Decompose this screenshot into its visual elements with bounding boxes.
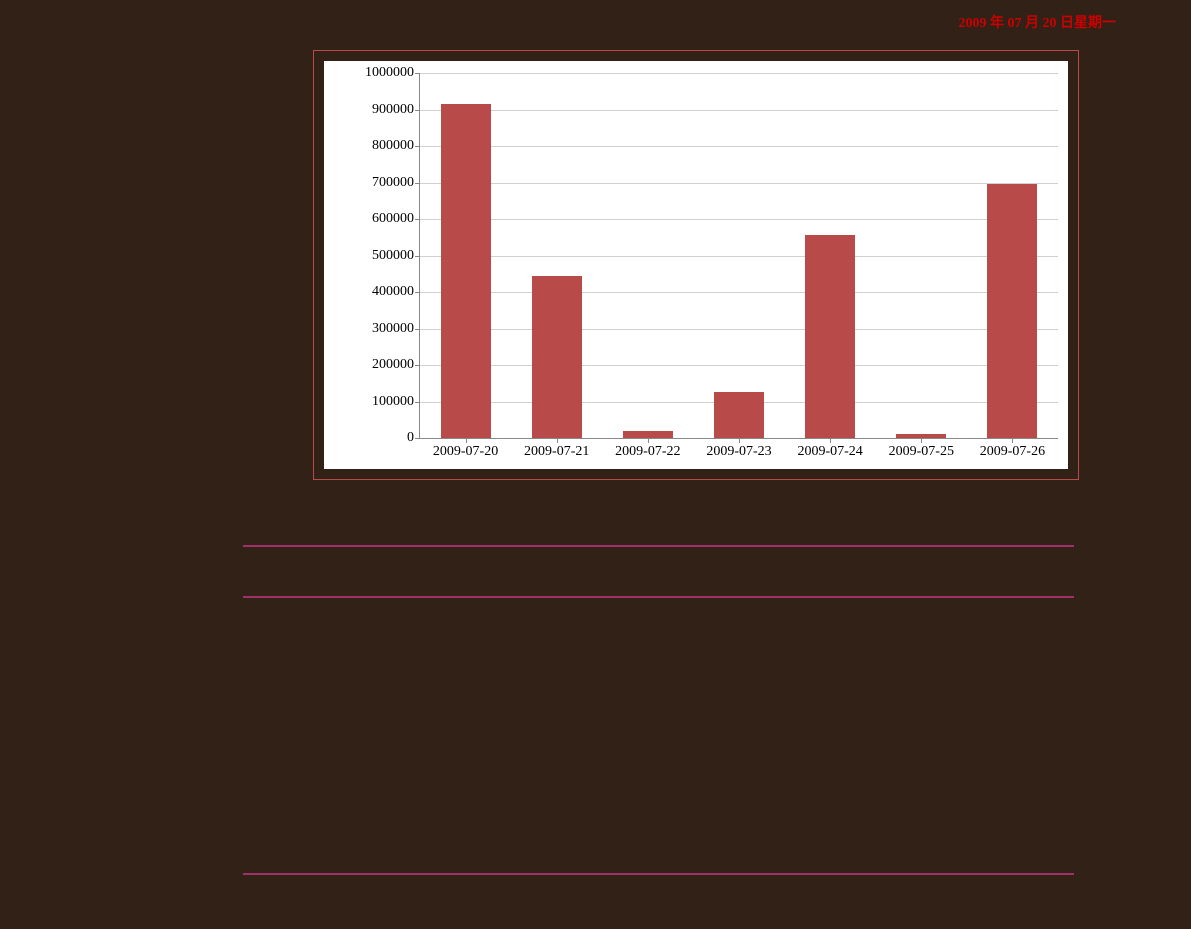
x-tick-label: 2009-07-20 [433, 444, 498, 460]
divider-line-1 [243, 545, 1074, 547]
gridline [420, 110, 1058, 111]
y-tick-mark [415, 292, 420, 293]
divider-line-3 [243, 873, 1074, 875]
x-tick-mark [466, 438, 467, 443]
x-tick-label: 2009-07-26 [980, 444, 1045, 460]
x-tick-mark [830, 438, 831, 443]
date-header: 2009 年 07 月 20 日星期一 [959, 12, 1117, 32]
y-tick-mark [415, 365, 420, 366]
x-tick-label: 2009-07-25 [889, 444, 954, 460]
y-tick-label: 1000000 [365, 65, 414, 81]
gridline [420, 183, 1058, 184]
y-tick-label: 500000 [372, 248, 414, 264]
x-tick-mark [557, 438, 558, 443]
gridline [420, 292, 1058, 293]
y-tick-label: 600000 [372, 211, 414, 227]
y-tick-label: 700000 [372, 175, 414, 191]
y-tick-label: 200000 [372, 357, 414, 373]
gridline [420, 219, 1058, 220]
y-tick-mark [415, 146, 420, 147]
x-tick-label: 2009-07-22 [615, 444, 680, 460]
plot-area: 0100000200000300000400000500000600000700… [419, 73, 1058, 439]
y-tick-mark [415, 402, 420, 403]
x-tick-mark [1012, 438, 1013, 443]
y-tick-label: 0 [407, 430, 414, 446]
gridline [420, 365, 1058, 366]
gridline [420, 73, 1058, 74]
gridline [420, 256, 1058, 257]
bar [714, 392, 764, 438]
bar [987, 184, 1037, 438]
gridline [420, 146, 1058, 147]
y-tick-mark [415, 256, 420, 257]
y-tick-mark [415, 219, 420, 220]
gridline [420, 329, 1058, 330]
x-tick-label: 2009-07-24 [797, 444, 862, 460]
bar [805, 235, 855, 438]
chart-inner: 0 100000 200000 300000 400000 500000 600000 700… [324, 61, 1068, 469]
x-tick-label: 2009-07-21 [524, 444, 589, 460]
chart-container: 0 100000 200000 300000 400000 500000 600000 700… [313, 50, 1079, 480]
x-tick-mark [648, 438, 649, 443]
x-tick-mark [739, 438, 740, 443]
y-tick-mark [415, 438, 420, 439]
y-tick-mark [415, 183, 420, 184]
y-tick-mark [415, 73, 420, 74]
y-tick-mark [415, 329, 420, 330]
y-tick-label: 400000 [372, 284, 414, 300]
y-tick-label: 300000 [372, 321, 414, 337]
x-tick-mark [921, 438, 922, 443]
y-tick-mark [415, 110, 420, 111]
bar [532, 276, 582, 438]
bar [441, 104, 491, 438]
y-tick-label: 800000 [372, 138, 414, 154]
x-tick-label: 2009-07-23 [706, 444, 771, 460]
y-tick-label: 100000 [372, 394, 414, 410]
y-tick-label: 900000 [372, 102, 414, 118]
divider-line-2 [243, 596, 1074, 598]
